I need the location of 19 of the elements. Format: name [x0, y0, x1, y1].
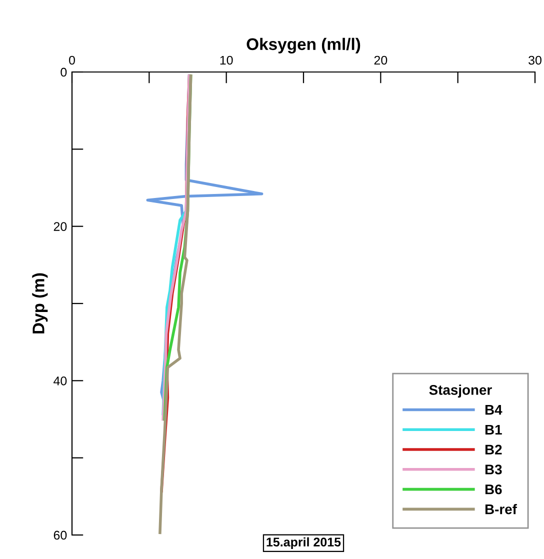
- legend-label: B6: [485, 484, 502, 494]
- legend-label: B3: [485, 464, 502, 474]
- text: 15.april 2015: [266, 537, 341, 549]
- x-tick-label: 0: [69, 56, 75, 65]
- legend-title: Stasjoner: [429, 384, 492, 398]
- y-tick-label: 20: [54, 222, 67, 231]
- legend-label: B-ref: [485, 504, 517, 514]
- x-tick-label: 20: [374, 56, 388, 65]
- x-axis-title: Oksygen (ml/l): [246, 38, 360, 54]
- x-tick-label: 10: [220, 56, 233, 65]
- legend-label: B2: [485, 444, 502, 454]
- legend-label: B4: [485, 405, 502, 415]
- y-tick-label: 60: [54, 530, 67, 540]
- legend-label: B1: [485, 424, 502, 434]
- x-tick-label: 30: [528, 56, 542, 65]
- y-tick-label: 0: [60, 68, 67, 77]
- y-tick-label: 40: [54, 376, 67, 386]
- line-series: [158, 74, 192, 534]
- y-axis-title: Dyp (m): [32, 273, 48, 334]
